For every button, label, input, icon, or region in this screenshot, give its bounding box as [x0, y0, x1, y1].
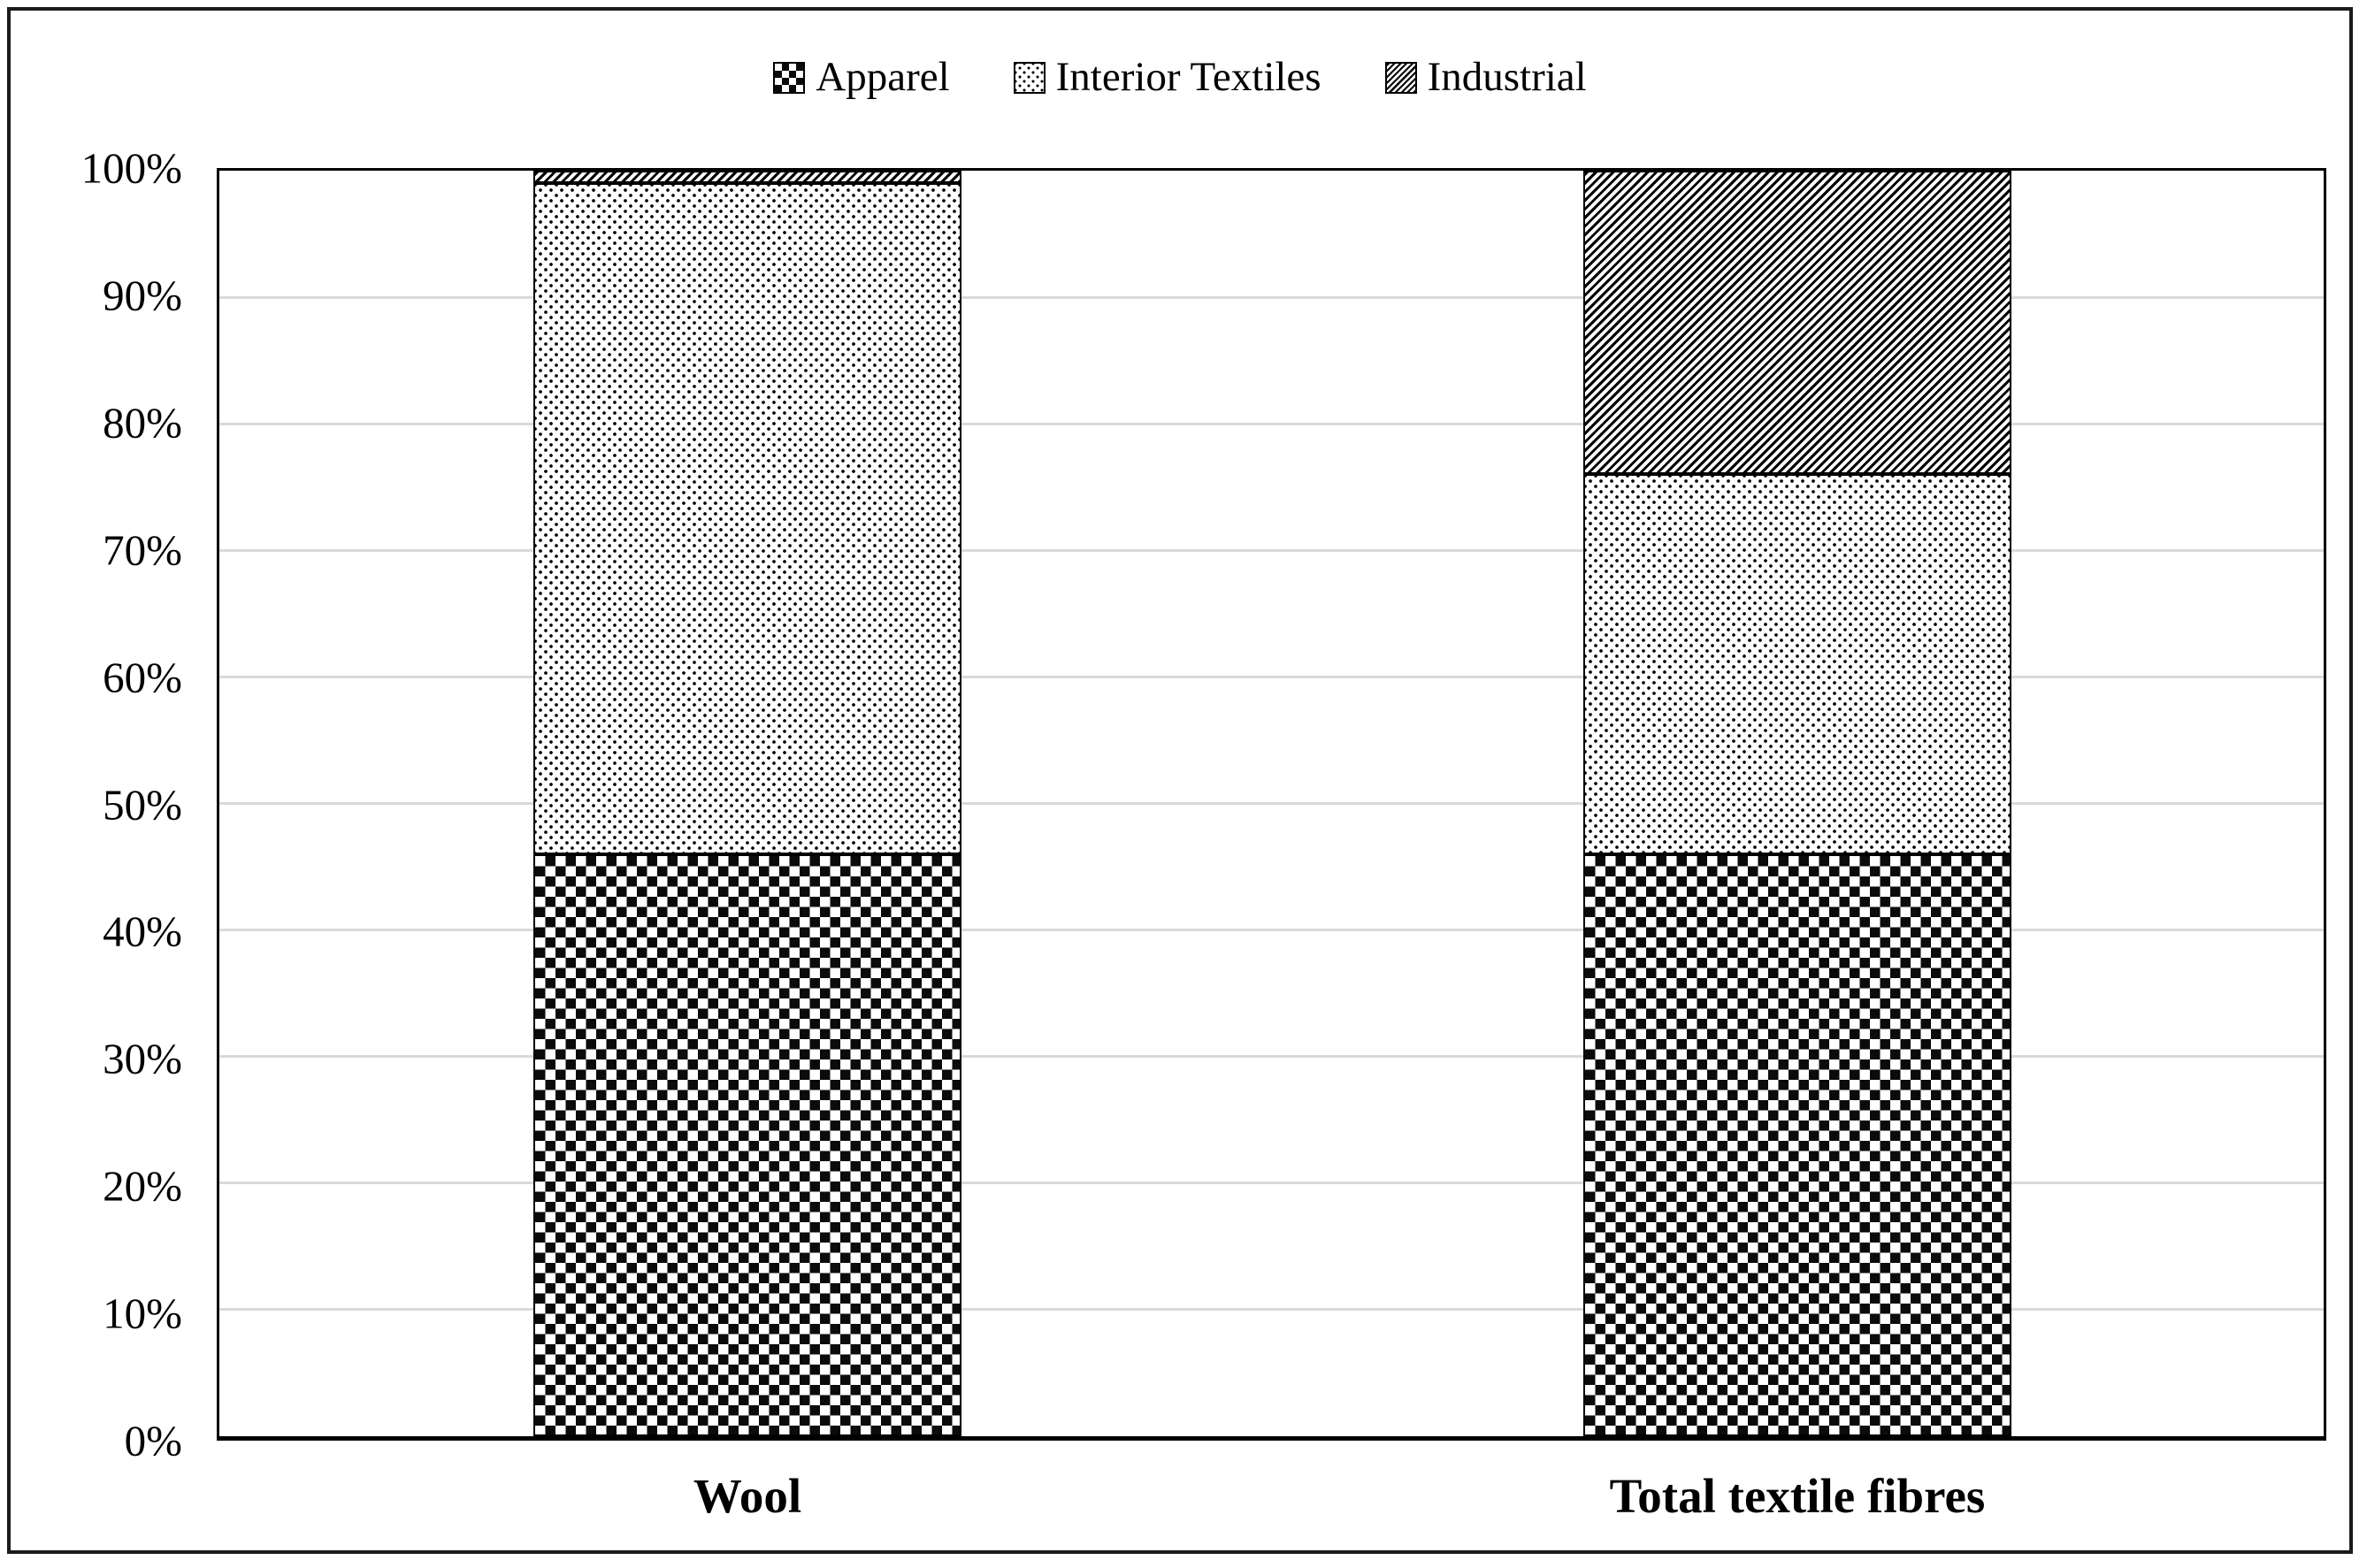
gridline-10 [219, 1308, 2324, 1312]
x-axis-category-labels: Wool Total textile fibres [217, 1469, 2326, 1541]
chart-outer-frame: Apparel Interior Textiles Industrial 0% 10%… [7, 7, 2353, 1554]
legend-item-diag: Industrial [1384, 54, 1587, 100]
gridline-80 [219, 422, 2324, 425]
y-tick-label-80: 80% [103, 398, 182, 447]
y-tick-label-70: 70% [103, 525, 182, 575]
y-tick-label-0: 0% [124, 1416, 182, 1465]
segment-wool-industrial [533, 171, 961, 184]
y-tick-label-30: 30% [103, 1034, 182, 1083]
y-tick-label-100: 100% [80, 143, 182, 193]
y-axis-tick-labels: 0% 10% 20% 30% 40% 50% 60% 70% 80% 90% 100% [11, 147, 198, 1463]
y-tick-label-50: 50% [103, 780, 182, 829]
gridline-20 [219, 1182, 2324, 1185]
gridline-60 [219, 675, 2324, 678]
legend-label: Apparel [816, 54, 950, 100]
y-tick-label-20: 20% [103, 1161, 182, 1211]
y-tick-label-10: 10% [103, 1289, 182, 1338]
bar-total-textile-fibres [1583, 171, 2011, 1436]
y-tick-label-40: 40% [103, 906, 182, 956]
gridline-40 [219, 929, 2324, 932]
x-category-label-1: Total textile fibres [1609, 1469, 1986, 1523]
legend-item-dots: Interior Textiles [1013, 54, 1321, 100]
chart-legend: Apparel Interior Textiles Industrial [11, 57, 2349, 98]
legend-swatch-checker-icon [773, 61, 806, 94]
segment-wool-interior-textiles [533, 183, 961, 854]
gridline-70 [219, 548, 2324, 552]
segment-wool-apparel [533, 853, 961, 1436]
legend-label: Industrial [1427, 54, 1587, 100]
legend-label: Interior Textiles [1055, 54, 1321, 100]
bar-wool [533, 171, 961, 1436]
y-tick-label-90: 90% [103, 271, 182, 320]
legend-item-checker: Apparel [773, 54, 950, 100]
gridline-50 [219, 802, 2324, 805]
x-category-label-0: Wool [693, 1469, 802, 1523]
segment-total-textile-fibres-industrial [1583, 171, 2011, 475]
gridline-90 [219, 295, 2324, 299]
segment-total-textile-fibres-interior-textiles [1583, 474, 2011, 854]
y-tick-label-60: 60% [103, 653, 182, 702]
segment-total-textile-fibres-apparel [1583, 853, 2011, 1436]
legend-swatch-dots-icon [1013, 61, 1046, 94]
gridline-30 [219, 1055, 2324, 1059]
plot-area [217, 168, 2326, 1441]
legend-swatch-diag-icon [1384, 61, 1417, 94]
